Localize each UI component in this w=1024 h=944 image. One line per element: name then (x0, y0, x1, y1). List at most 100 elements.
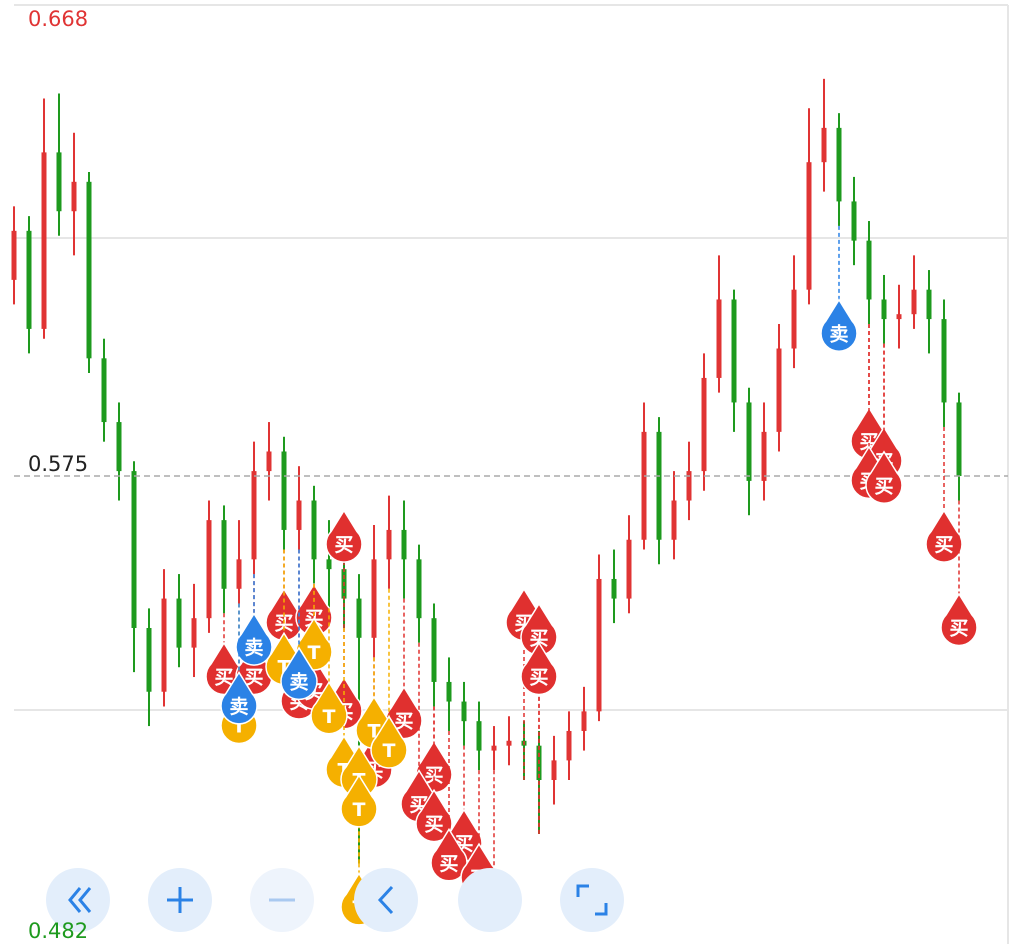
candle-body (191, 618, 197, 648)
candle-body (326, 559, 332, 570)
candle-body (161, 598, 167, 692)
candle-body (716, 299, 722, 378)
candle-body (611, 578, 617, 599)
candle-body (851, 201, 857, 241)
signal-marker: 买 (925, 509, 963, 563)
candle-body (791, 289, 797, 349)
candle-body (686, 471, 692, 501)
marker-label: 买 (394, 711, 413, 733)
marker-label: 买 (529, 667, 548, 689)
candle-body (71, 181, 77, 212)
candle-body (251, 471, 257, 560)
marker-label: 买 (529, 627, 548, 649)
marker-label: 买 (424, 765, 443, 787)
candle-body (551, 760, 557, 780)
signal-marker: 卖 (820, 298, 858, 353)
marker-label: 卖 (829, 323, 848, 345)
icon (167, 887, 193, 913)
marker-pin (430, 827, 468, 882)
candle-body (641, 431, 647, 540)
y-tick-label: 0.482 (28, 919, 88, 943)
candle-body (176, 598, 182, 648)
icon (576, 884, 608, 916)
y-tick-label: 0.668 (28, 7, 88, 31)
candle-body (401, 529, 407, 560)
candle-body (446, 681, 452, 702)
signal-marker: 买 (415, 788, 453, 843)
candle-body (671, 500, 677, 540)
candle-body (821, 127, 827, 163)
candle-body (596, 578, 602, 712)
marker-label: 买 (214, 667, 233, 689)
marker-pin (940, 592, 978, 647)
candle-body (776, 348, 782, 432)
candle-body (866, 240, 872, 300)
candle-body (806, 162, 812, 290)
marker-label: 买 (934, 534, 953, 556)
marker-label: 买 (949, 618, 968, 640)
candle-body (101, 358, 107, 423)
candle-body (566, 730, 572, 761)
marker-label: T (353, 799, 366, 821)
candle-body (731, 299, 737, 403)
candle-body (506, 740, 512, 746)
forward-button[interactable] (458, 868, 522, 932)
labels: 0.575 0.668 0.482 (28, 7, 88, 943)
marker-label: 买 (424, 814, 443, 836)
signal-marker: 买 (940, 592, 978, 647)
candle-body (146, 628, 152, 692)
marker-pin (235, 612, 273, 666)
marker-pin (925, 509, 963, 563)
marker-label: 卖 (289, 671, 308, 693)
back-button[interactable] (354, 868, 418, 932)
candle-body (581, 711, 587, 731)
marker-label: 买 (274, 613, 293, 635)
marker-label: T (383, 740, 396, 762)
candle-body (386, 529, 392, 560)
candle-body (941, 319, 947, 403)
signal-marker: T (370, 715, 408, 769)
marker-label: 卖 (229, 696, 248, 718)
marker-pin (310, 680, 348, 735)
signal-marker: 买 (325, 509, 363, 563)
marker-pin (340, 773, 378, 828)
candle-body (746, 402, 752, 481)
candle-body (371, 559, 377, 638)
marker-label: 卖 (244, 637, 263, 659)
candle-body (956, 402, 962, 476)
marker-label: 买 (874, 475, 893, 497)
marker-label: T (323, 706, 336, 728)
candle-body (41, 152, 47, 329)
marker-pin (415, 788, 453, 843)
marker-pin (220, 671, 258, 725)
candle-body (491, 745, 497, 751)
fullscreen-button[interactable] (560, 868, 624, 932)
candle-body (461, 701, 467, 722)
marker-label: 买 (244, 667, 263, 689)
marker-pin (325, 509, 363, 563)
candle-body (281, 451, 287, 530)
candle-body (761, 431, 767, 481)
signal-marker: 买 (865, 450, 903, 505)
candle-body (56, 152, 62, 212)
candle-body (206, 520, 212, 619)
candle-body (431, 618, 437, 682)
marker-pin (865, 450, 903, 505)
scroll-left-button[interactable] (46, 868, 110, 932)
marker-pin (370, 715, 408, 769)
marker-label: 买 (439, 853, 458, 875)
candle-body (926, 289, 932, 320)
candle-body (656, 431, 662, 540)
marker-pin (520, 641, 558, 696)
signal-marker: 卖 (235, 612, 273, 666)
candle-body (266, 451, 272, 472)
marker-pin (820, 298, 858, 353)
candle-body (896, 314, 902, 320)
signal-marker: 买 (520, 641, 558, 696)
signal-marker: 卖 (220, 671, 258, 725)
icon (68, 887, 92, 913)
signal-marker: T (340, 773, 378, 828)
marker-label: T (308, 642, 321, 664)
